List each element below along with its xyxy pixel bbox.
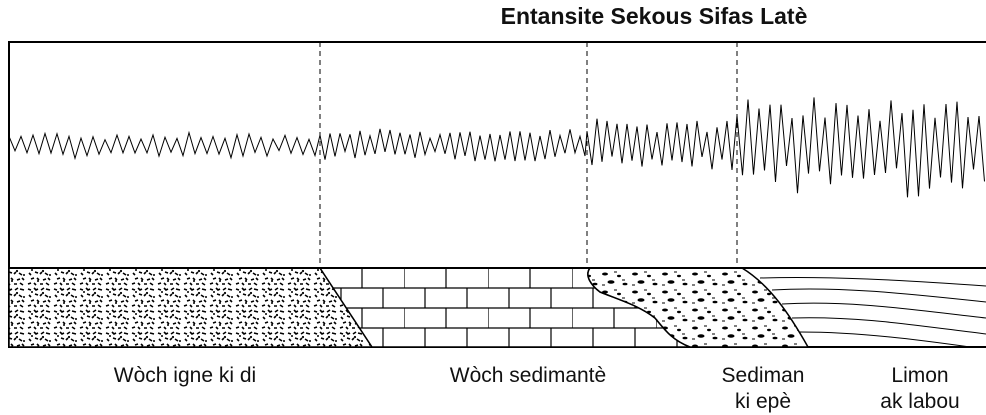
label: Limon [891,364,948,387]
diagram: Entansite Sekous Sifas Latè Wòch igne ki… [0,0,986,415]
igneous-rock [9,268,372,347]
title: Entansite Sekous Sifas Latè [501,3,808,29]
label: ak labou [880,390,959,413]
seismic-wave [9,97,985,197]
page: Entansite Sekous Sifas Latè Wòch igne ki… [0,0,986,415]
dividers [320,42,737,268]
label: Sediman [722,364,805,387]
label: Wòch sedimantè [450,364,606,387]
label: ki epè [735,390,791,413]
label: Wòch igne ki di [114,364,256,387]
